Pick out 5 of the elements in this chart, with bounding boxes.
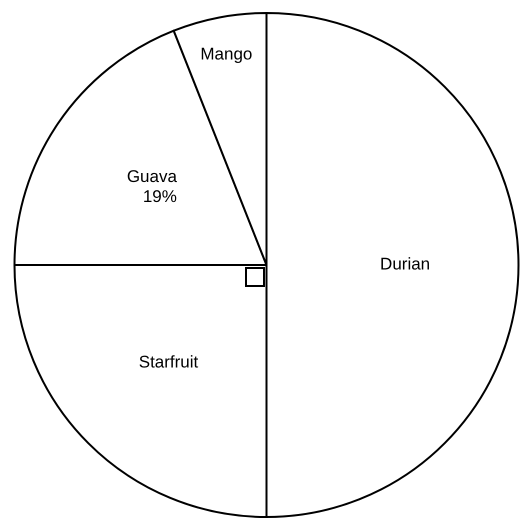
- data-label: 19%: [142, 186, 177, 206]
- slice-label: Starfruit: [138, 352, 199, 372]
- slice-label: Guava: [126, 166, 178, 186]
- slice-label: Durian: [380, 254, 430, 274]
- slice-label: Mango: [200, 44, 252, 64]
